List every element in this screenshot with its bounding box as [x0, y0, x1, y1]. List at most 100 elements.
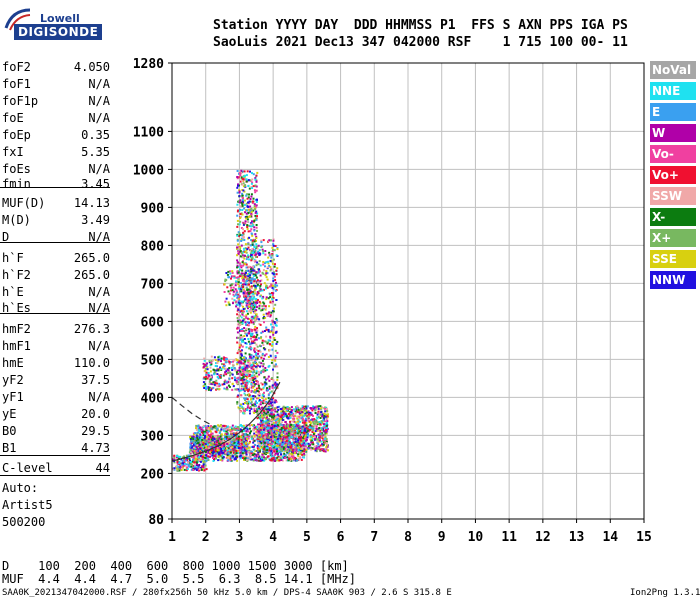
echo-point [298, 424, 301, 427]
echo-point [283, 453, 286, 456]
echo-point [277, 422, 279, 425]
echo-point [236, 254, 239, 257]
echo-point [292, 438, 295, 441]
echo-point [301, 449, 304, 452]
echo-point [276, 458, 279, 461]
echo-point [246, 248, 249, 251]
echo-point [260, 239, 263, 242]
echo-point [199, 426, 202, 429]
echo-point [239, 372, 242, 375]
echo-point [229, 361, 232, 363]
echo-point [269, 269, 272, 272]
echo-point [222, 374, 225, 377]
echo-point [216, 427, 219, 430]
echo-point [242, 430, 245, 433]
echo-point [270, 416, 273, 419]
echo-point [253, 239, 256, 242]
echo-point [256, 212, 259, 215]
echo-point [280, 444, 283, 446]
echo-point [276, 451, 279, 454]
echo-point [223, 451, 226, 454]
echo-point [207, 430, 210, 433]
echo-point [242, 185, 245, 188]
echo-point [201, 438, 204, 441]
echo-point [250, 330, 253, 333]
param-name: B1 [2, 441, 17, 455]
echo-point [253, 341, 256, 344]
echo-point [291, 433, 294, 436]
echo-point [243, 257, 246, 260]
echo-point [246, 401, 249, 404]
echo-point [295, 423, 298, 426]
echo-point [306, 427, 309, 430]
echo-point [247, 275, 250, 278]
echo-point [238, 448, 241, 451]
echo-point [236, 248, 239, 250]
echo-point [264, 316, 267, 319]
echo-point [242, 409, 245, 412]
echo-point [257, 244, 260, 247]
echo-point [285, 429, 288, 431]
echo-point [250, 407, 253, 410]
echo-point [236, 225, 239, 228]
echo-point [243, 190, 246, 193]
echo-point [239, 324, 242, 326]
echo-point [260, 331, 263, 334]
echo-point [273, 424, 276, 427]
echo-point [267, 397, 270, 400]
echo-point [261, 444, 264, 447]
echo-point [269, 335, 272, 338]
echo-point [226, 368, 229, 371]
echo-point [246, 218, 249, 221]
param-row: D N/A [2, 229, 110, 245]
echo-point [250, 207, 253, 210]
echo-point [322, 423, 325, 426]
echo-point [205, 371, 208, 374]
echo-point [217, 455, 220, 458]
echo-point [253, 426, 256, 429]
echo-point [210, 432, 213, 435]
echo-point [279, 423, 282, 426]
echo-point [265, 298, 268, 301]
echo-point [271, 323, 274, 325]
echo-point [312, 414, 314, 417]
echo-point [261, 305, 264, 308]
echo-point [234, 443, 237, 446]
echo-point [301, 452, 304, 454]
echo-point [257, 250, 260, 253]
echo-point [298, 450, 301, 453]
echo-point [310, 443, 313, 446]
echo-point [210, 442, 213, 445]
echo-point [234, 388, 237, 391]
echo-point [200, 428, 203, 431]
echo-point [225, 430, 228, 433]
echo-point [255, 226, 258, 229]
echo-point [238, 201, 241, 204]
echo-point [243, 338, 246, 340]
echo-point [260, 370, 263, 373]
echo-point [267, 438, 270, 441]
echo-point [249, 406, 252, 408]
echo-point [272, 456, 275, 459]
echo-point [244, 435, 247, 438]
echo-point [211, 387, 214, 390]
echo-point [245, 327, 248, 330]
echo-point [295, 444, 298, 447]
echo-point [299, 430, 302, 433]
echo-point [262, 304, 265, 307]
echo-point [320, 411, 323, 414]
param-name: foE [2, 111, 24, 125]
echo-point [276, 439, 279, 442]
echo-point [300, 431, 303, 434]
echo-point [244, 247, 247, 250]
echo-point [242, 402, 245, 405]
echo-point [274, 414, 277, 417]
echo-point [300, 417, 303, 420]
echo-point [240, 212, 243, 215]
echo-point [257, 383, 260, 386]
echo-point [250, 295, 253, 298]
echo-point [236, 323, 239, 326]
echo-point [267, 394, 270, 397]
echo-point [196, 444, 199, 447]
param-value: 20.0 [81, 407, 110, 421]
